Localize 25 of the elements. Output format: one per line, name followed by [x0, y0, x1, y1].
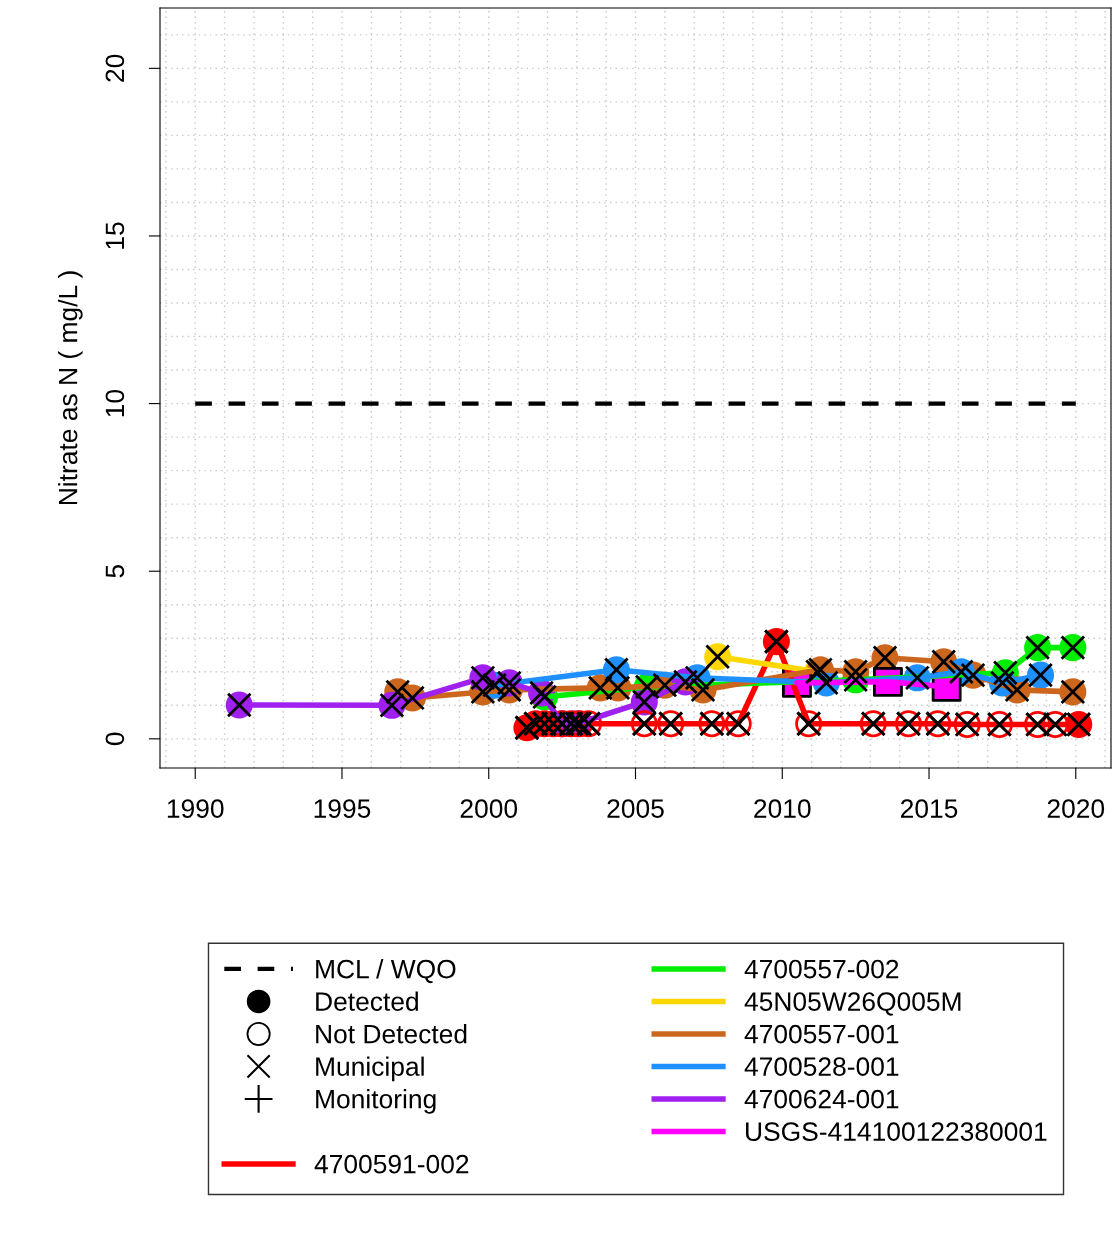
legend-label: 4700557-002 [744, 959, 899, 979]
legend-label: 4700528-001 [744, 1057, 899, 1076]
x-tick-label: 2000 [460, 799, 518, 818]
legend-label: 4700557-001 [744, 1024, 899, 1044]
y-tick-label: 0 [105, 732, 125, 746]
y-tick-label: 15 [105, 222, 125, 249]
x-tick-label: 2010 [754, 799, 811, 818]
y-tick-label: 5 [105, 564, 125, 578]
legend-label: 4700591-002 [314, 1154, 469, 1174]
y-tick-label: 10 [105, 389, 125, 417]
x-tick-label: 2015 [901, 799, 958, 818]
legend-label: 4700624-001 [744, 1089, 899, 1109]
legend-label: 45N05W26Q005M [744, 992, 961, 1016]
y-axis-title: Nitrate as N ( mg/L ) [58, 271, 83, 505]
legend-label: USGS-414100122380001 [746, 1122, 1047, 1141]
x-tick-label: 2020 [1047, 799, 1105, 818]
x-tick-label: 1990 [167, 799, 224, 818]
y-tick-label: 20 [105, 54, 125, 82]
legend-label: MCL / WQO [316, 959, 456, 984]
x-tick-label: 2005 [607, 799, 664, 818]
x-tick-label: 1995 [314, 799, 371, 818]
text: Municipal [316, 1056, 424, 1082]
text: Detected [316, 991, 418, 1011]
text: Monitoring [316, 1089, 436, 1114]
text: Not Detected [316, 1024, 467, 1044]
